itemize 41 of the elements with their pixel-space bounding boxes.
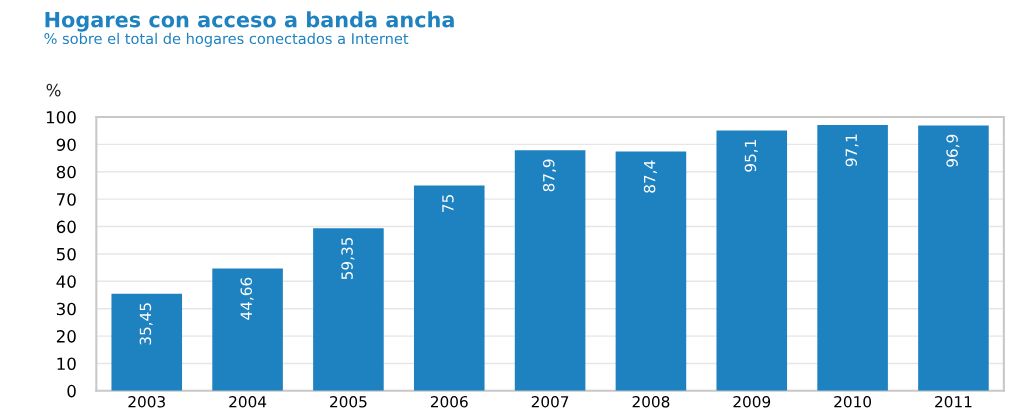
bar [817,124,888,391]
bar [111,293,183,391]
y-tick-label: 70 [57,193,76,206]
data-label: 75 [442,195,454,212]
data-label: 97,1 [845,134,859,167]
y-tick-label: 90 [56,138,76,151]
y-axis-title: % [46,83,61,97]
x-tick-label: 2007 [531,395,569,408]
data-label: 87,9 [542,159,557,192]
chart-subtitle: % sobre el total de hogares conectados a Internet [44,32,409,47]
y-tick-label: 50 [56,247,76,261]
data-label: 95,1 [744,140,758,172]
y-tick-label: 30 [56,302,76,316]
bar [716,130,788,391]
y-tick-label: 20 [56,330,76,343]
y-tick-label: 80 [56,165,76,179]
data-label: 96,9 [946,134,960,167]
x-tick-label: 2011 [935,395,972,408]
y-tick-label: 0 [67,384,76,398]
x-tick-label: 2009 [733,395,771,408]
chart-title: Hogares con acceso a banda ancha [45,11,454,32]
x-tick-label: 2008 [632,395,670,408]
bar [615,151,687,391]
x-tick-label: 2005 [330,395,367,408]
x-tick-label: 2004 [229,395,267,408]
x-tick-label: 2006 [430,395,468,408]
data-label: 35,45 [139,303,153,345]
y-tick-label: 40 [56,275,76,288]
bar [212,268,283,391]
data-label: 44,66 [240,277,254,320]
y-tick-label: 60 [56,220,76,234]
bar [514,150,586,391]
x-tick-label: 2010 [834,395,872,408]
y-tick-label: 10 [57,357,76,371]
x-tick-label: 2003 [128,395,165,408]
y-tick-label: 100 [46,111,76,124]
bar [313,228,384,391]
data-label: 87,4 [643,160,657,193]
data-label: 59,35 [341,237,355,280]
bar [918,125,989,391]
bar [413,185,485,391]
